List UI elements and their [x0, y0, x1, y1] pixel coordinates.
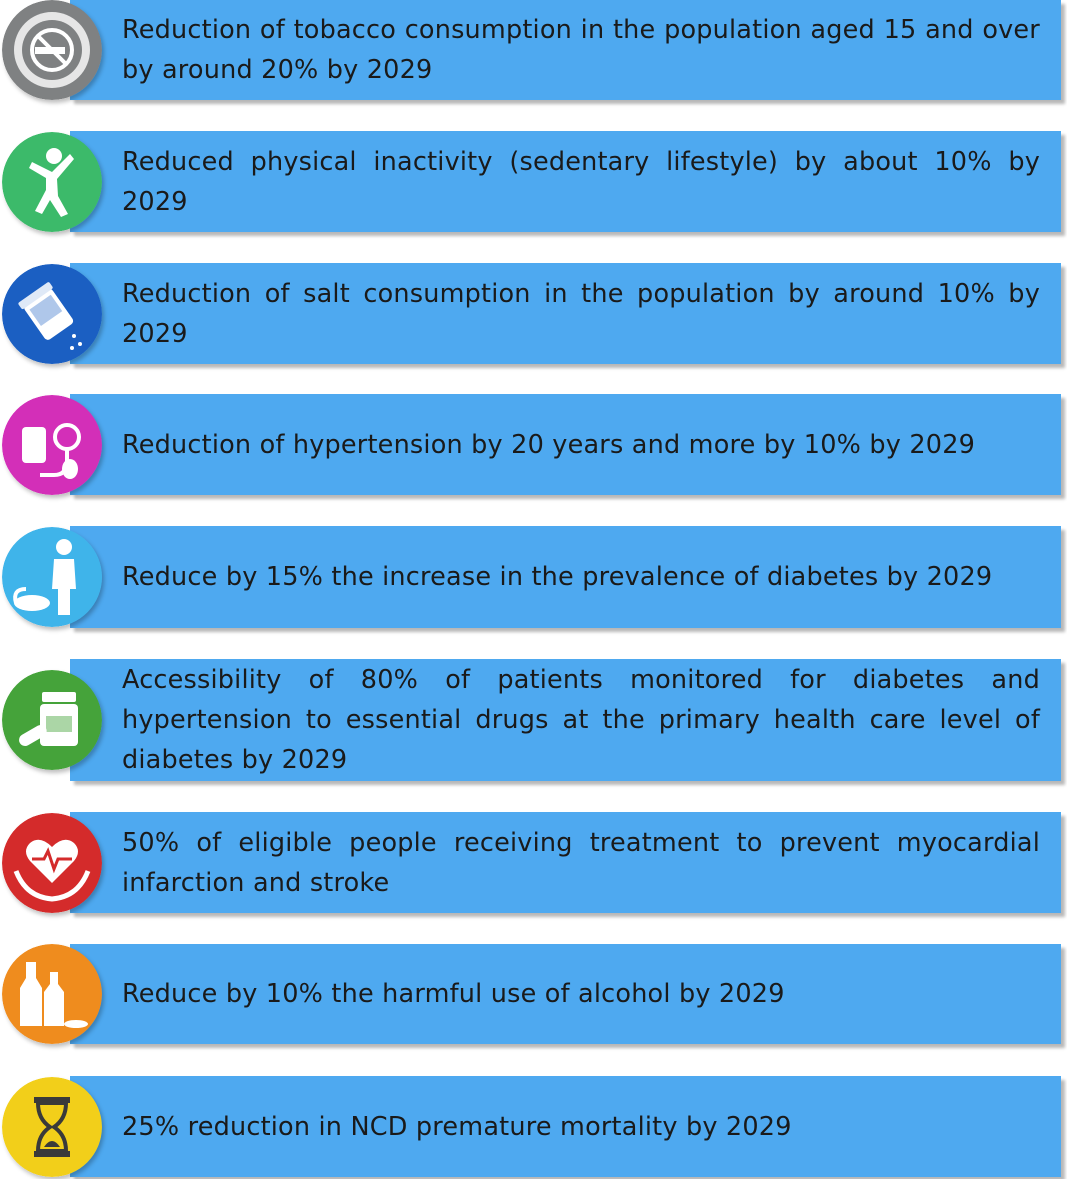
goal-text: Accessibility of 80% of patients monitor… — [122, 665, 1040, 775]
goal-row-physical-activity: Reduced physical inactivity (sedentary l… — [0, 131, 1067, 232]
goal-banner — [70, 1076, 1061, 1177]
goal-banner — [70, 526, 1061, 628]
goal-text: Reduction of hypertension by 20 years an… — [122, 429, 976, 460]
goal-text: Reduction of salt consumption in the pop… — [122, 278, 1040, 349]
blood-pressure-icon — [2, 394, 102, 495]
goal-text: Reduced physical inactivity (sedentary l… — [122, 146, 1040, 217]
goal-row-diabetes: Reduce by 15% the increase in the preval… — [0, 526, 1067, 628]
diabetes-icon — [2, 527, 102, 627]
goal-banner — [70, 263, 1061, 364]
goal-banner — [70, 659, 1061, 781]
goal-row-cardio-treatment: 50% of eligible people receiving treatme… — [0, 812, 1067, 913]
goal-text: Reduce by 15% the increase in the preval… — [122, 562, 993, 592]
medication-icon — [2, 670, 102, 770]
alcohol-icon — [2, 944, 102, 1044]
exercise-icon — [2, 131, 102, 232]
no-smoking-icon — [2, 0, 102, 100]
salt-shaker-icon — [2, 263, 102, 364]
goal-text: 50% of eligible people receiving treatme… — [122, 827, 1040, 898]
goal-row-essential-drugs: Accessibility of 80% of patients monitor… — [0, 659, 1067, 781]
goal-text: Reduce by 10% the harmful use of alcohol… — [122, 979, 785, 1009]
goal-banner — [70, 394, 1061, 495]
goal-row-tobacco: Reduction of tobacco consumption in the … — [0, 0, 1067, 100]
goal-row-salt: Reduction of salt consumption in the pop… — [0, 263, 1067, 364]
goal-row-ncd-mortality: 25% reduction in NCD premature mortality… — [0, 1076, 1067, 1177]
goal-banner — [70, 131, 1061, 232]
goal-text: 25% reduction in NCD premature mortality… — [122, 1111, 792, 1142]
goal-banner — [70, 0, 1061, 100]
goal-banner — [70, 812, 1061, 913]
hourglass-icon — [2, 1076, 102, 1177]
goal-row-hypertension: Reduction of hypertension by 20 years an… — [0, 394, 1067, 495]
goal-banner — [70, 944, 1061, 1044]
heart-care-icon — [2, 812, 102, 913]
goal-row-alcohol: Reduce by 10% the harmful use of alcohol… — [0, 944, 1067, 1044]
goal-text: Reduction of tobacco consumption in the … — [122, 15, 1040, 85]
